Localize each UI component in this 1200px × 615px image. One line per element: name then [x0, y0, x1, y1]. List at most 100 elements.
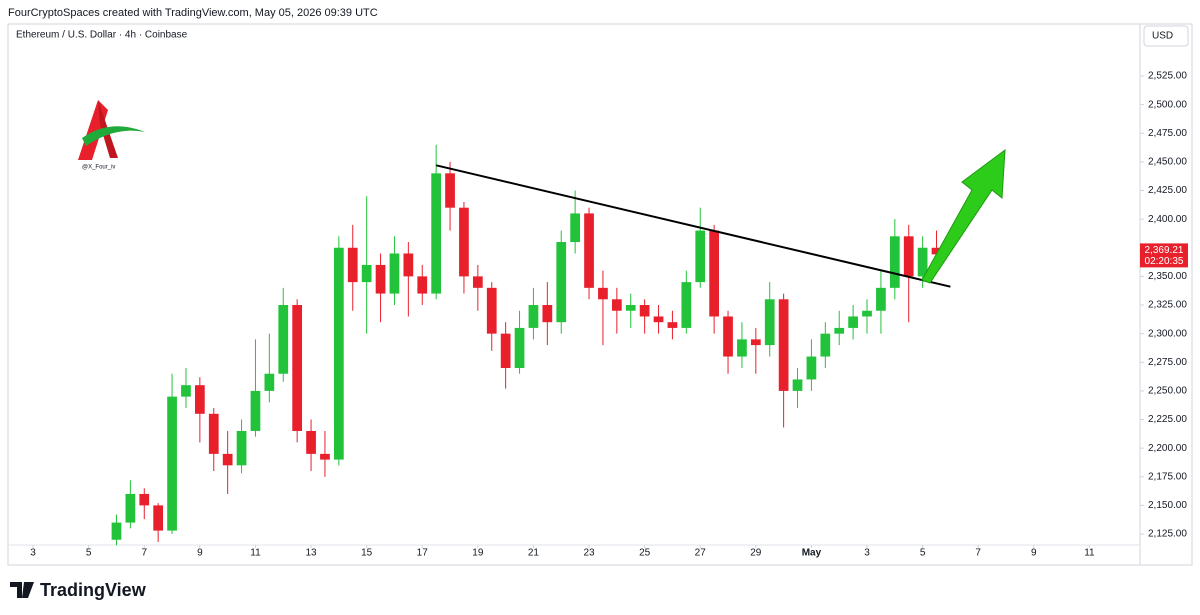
candle-body: [570, 213, 581, 243]
y-tick-label: 2,425.00: [1148, 185, 1187, 196]
candle-body: [903, 236, 914, 277]
brand: TradingView: [10, 580, 147, 600]
y-tick-label: 2,325.00: [1148, 300, 1187, 311]
x-tick-label: 7: [975, 548, 981, 559]
candle-body: [625, 305, 636, 311]
currency: USD: [1152, 31, 1173, 42]
candle-body: [278, 305, 289, 374]
candle-body: [320, 453, 330, 460]
candle-body: [403, 253, 414, 277]
y-tick-label: 2,125.00: [1148, 529, 1187, 540]
candle-body: [153, 505, 164, 531]
trendline: [435, 164, 951, 288]
y-tick-label: 2,200.00: [1148, 443, 1187, 454]
x-tick-label: 3: [30, 548, 36, 559]
x-tick-label: 23: [583, 548, 595, 559]
y-tick-label: 2,475.00: [1148, 128, 1187, 139]
candle-body: [723, 316, 733, 357]
x-tick-label: 11: [1084, 548, 1095, 559]
chart-frame: [7, 23, 1193, 566]
candle-body: [584, 213, 594, 288]
y-tick-label: 2,525.00: [1148, 71, 1187, 82]
candle-body: [417, 276, 428, 294]
candle-body: [917, 247, 928, 277]
x-tick-label: 25: [639, 548, 651, 559]
x-tick-label: 29: [750, 548, 762, 559]
candle-body: [764, 299, 775, 346]
y-tick-label: 2,300.00: [1148, 328, 1187, 339]
candle-body: [459, 207, 469, 277]
candle-body: [876, 287, 886, 311]
candle-body: [598, 287, 608, 300]
currency-box: [1143, 25, 1189, 47]
candle-body: [653, 316, 664, 323]
x-tick-label: 3: [864, 548, 870, 559]
x-tick-label: 21: [528, 548, 540, 559]
x-tick-label: 11: [250, 548, 261, 559]
candle-body: [834, 327, 845, 334]
x-tick-label: 27: [695, 548, 707, 559]
x-tick-label: 5: [86, 548, 92, 559]
candle-body: [862, 310, 872, 317]
countdown: 02:20:35: [1145, 256, 1184, 267]
x-tick-label: 7: [141, 548, 147, 559]
last-price-label: 2,369.21: [1145, 245, 1184, 256]
symbol-title: Ethereum / U.S. Dollar · 4h · Coinbase: [16, 30, 188, 41]
candle-body: [611, 299, 622, 311]
candle-body: [222, 453, 233, 466]
x-tick-label: 19: [472, 548, 484, 559]
candle-body: [445, 173, 455, 208]
candle-body: [139, 493, 150, 506]
candle-body: [639, 305, 650, 317]
x-tick-label: May: [802, 548, 822, 559]
x-tick-label: 9: [197, 548, 203, 559]
candle-body: [306, 430, 316, 454]
candle-body: [695, 230, 706, 283]
x-tick-label: 13: [305, 548, 317, 559]
candle-body: [528, 305, 539, 328]
candle-body: [792, 379, 803, 391]
brand-logo: [10, 582, 34, 598]
candle-body: [361, 264, 372, 283]
y-tick-label: 2,400.00: [1148, 214, 1187, 225]
candle-body: [111, 522, 122, 540]
candle-body: [737, 339, 747, 357]
candle-body: [181, 385, 191, 397]
logo-shape: [82, 126, 145, 146]
candle-body: [208, 413, 219, 454]
candle-body: [431, 173, 442, 294]
candle-body: [375, 264, 386, 294]
candle-body: [500, 333, 511, 368]
x-tick-label: 9: [1031, 548, 1037, 559]
candle-body: [194, 385, 205, 414]
candle-body: [667, 322, 678, 328]
candle-body: [486, 287, 497, 334]
candle-body: [389, 253, 400, 294]
candle-body: [250, 390, 261, 431]
y-tick-label: 2,225.00: [1148, 414, 1187, 425]
candle-body: [848, 316, 858, 328]
candle-body: [889, 236, 900, 288]
candle-body: [264, 373, 275, 391]
y-tick-label: 2,275.00: [1148, 357, 1187, 368]
candle-body: [556, 242, 567, 323]
brand-name: TradingView: [40, 580, 147, 600]
x-tick-label: 17: [417, 548, 429, 559]
last-price-box: [1140, 243, 1188, 268]
y-tick-label: 2,175.00: [1148, 471, 1187, 482]
y-tick-label: 2,500.00: [1148, 99, 1187, 110]
candle-body: [333, 247, 344, 460]
candle-body: [820, 333, 831, 357]
y-tick-label: 2,350.00: [1148, 271, 1187, 282]
logo: @X_Four_iv: [78, 100, 145, 171]
x-tick-label: 5: [920, 548, 926, 559]
attribution: FourCryptoSpaces created with TradingVie…: [8, 7, 378, 19]
candle-body: [778, 299, 789, 391]
y-tick-label: 2,150.00: [1148, 500, 1187, 511]
candle-body: [514, 327, 525, 368]
candle-body: [806, 356, 817, 380]
candle-body: [931, 247, 942, 255]
x-tick-label: 15: [361, 548, 373, 559]
